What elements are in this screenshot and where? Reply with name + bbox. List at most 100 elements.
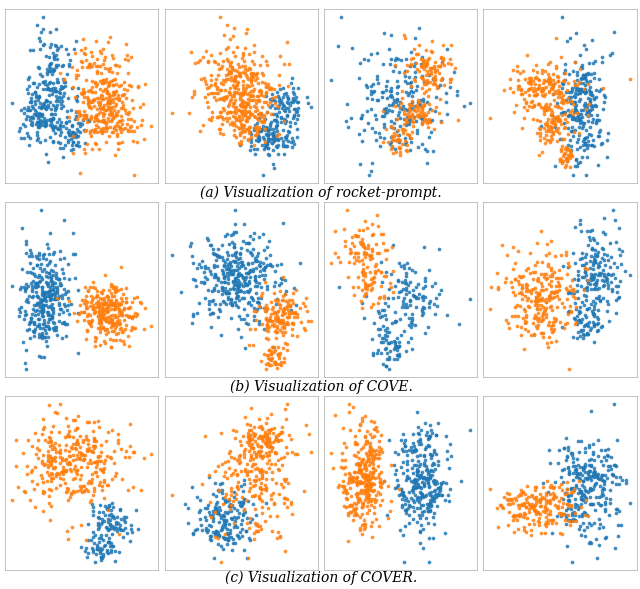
Point <box>278 305 289 314</box>
Point <box>272 534 282 543</box>
Point <box>259 303 269 312</box>
Point <box>579 508 589 517</box>
Point <box>282 345 292 355</box>
Point <box>112 312 122 322</box>
Point <box>569 274 579 284</box>
Point <box>429 75 439 84</box>
Point <box>510 274 520 283</box>
Point <box>367 454 378 463</box>
Point <box>362 475 372 484</box>
Point <box>107 102 117 112</box>
Point <box>595 257 605 267</box>
Point <box>59 466 69 475</box>
Point <box>410 483 420 492</box>
Point <box>530 283 540 292</box>
Point <box>124 312 134 322</box>
Point <box>110 285 120 294</box>
Point <box>427 461 437 470</box>
Point <box>413 293 424 303</box>
Point <box>369 273 380 282</box>
Point <box>357 529 367 538</box>
Point <box>586 471 596 481</box>
Point <box>237 95 247 105</box>
Point <box>214 531 224 540</box>
Point <box>444 463 454 472</box>
Point <box>549 287 559 297</box>
Point <box>102 312 112 322</box>
Point <box>574 308 584 317</box>
Point <box>435 484 445 493</box>
Point <box>221 264 231 274</box>
Point <box>588 466 598 476</box>
Point <box>604 281 614 290</box>
Point <box>236 257 246 267</box>
Point <box>349 450 360 459</box>
Point <box>557 262 568 271</box>
Point <box>66 442 76 452</box>
Point <box>421 430 431 439</box>
Point <box>51 54 61 64</box>
Point <box>259 350 269 359</box>
Point <box>112 68 122 77</box>
Point <box>394 130 404 140</box>
Point <box>215 12 225 21</box>
Point <box>205 531 216 540</box>
Point <box>564 515 575 525</box>
Point <box>263 143 273 153</box>
Point <box>401 289 412 299</box>
Point <box>368 80 378 89</box>
Point <box>238 102 248 112</box>
Point <box>106 505 116 515</box>
Point <box>580 44 591 54</box>
Point <box>58 121 68 131</box>
Point <box>98 108 108 118</box>
Point <box>99 306 109 315</box>
Point <box>116 323 126 332</box>
Point <box>24 81 35 91</box>
Point <box>502 250 512 260</box>
Point <box>351 459 361 468</box>
Point <box>66 131 76 140</box>
Point <box>248 481 259 491</box>
Point <box>419 480 429 489</box>
Point <box>103 537 113 547</box>
Point <box>76 483 86 492</box>
Point <box>418 101 428 111</box>
Point <box>54 292 64 301</box>
Point <box>228 426 238 435</box>
Point <box>556 97 566 107</box>
Point <box>609 399 619 409</box>
Point <box>401 78 412 88</box>
Point <box>253 124 264 134</box>
Point <box>237 121 247 130</box>
Point <box>557 12 568 21</box>
Point <box>139 325 149 334</box>
Point <box>534 289 544 299</box>
Point <box>44 460 54 469</box>
Point <box>49 292 60 301</box>
Point <box>370 498 380 507</box>
Point <box>568 291 578 300</box>
Point <box>585 537 595 547</box>
Point <box>417 467 427 477</box>
Point <box>224 263 234 273</box>
Point <box>59 77 69 86</box>
Point <box>83 100 93 109</box>
Point <box>37 78 47 87</box>
Point <box>531 292 541 302</box>
Point <box>577 84 587 94</box>
Point <box>239 276 250 286</box>
Point <box>534 289 544 298</box>
Point <box>111 282 121 292</box>
Point <box>424 431 435 441</box>
Point <box>61 44 71 53</box>
Point <box>577 480 587 489</box>
Point <box>603 256 613 265</box>
Point <box>355 496 365 505</box>
Point <box>369 432 380 441</box>
Point <box>575 302 586 312</box>
Point <box>381 323 392 332</box>
Point <box>360 464 371 473</box>
Point <box>238 497 248 507</box>
Point <box>274 71 284 80</box>
